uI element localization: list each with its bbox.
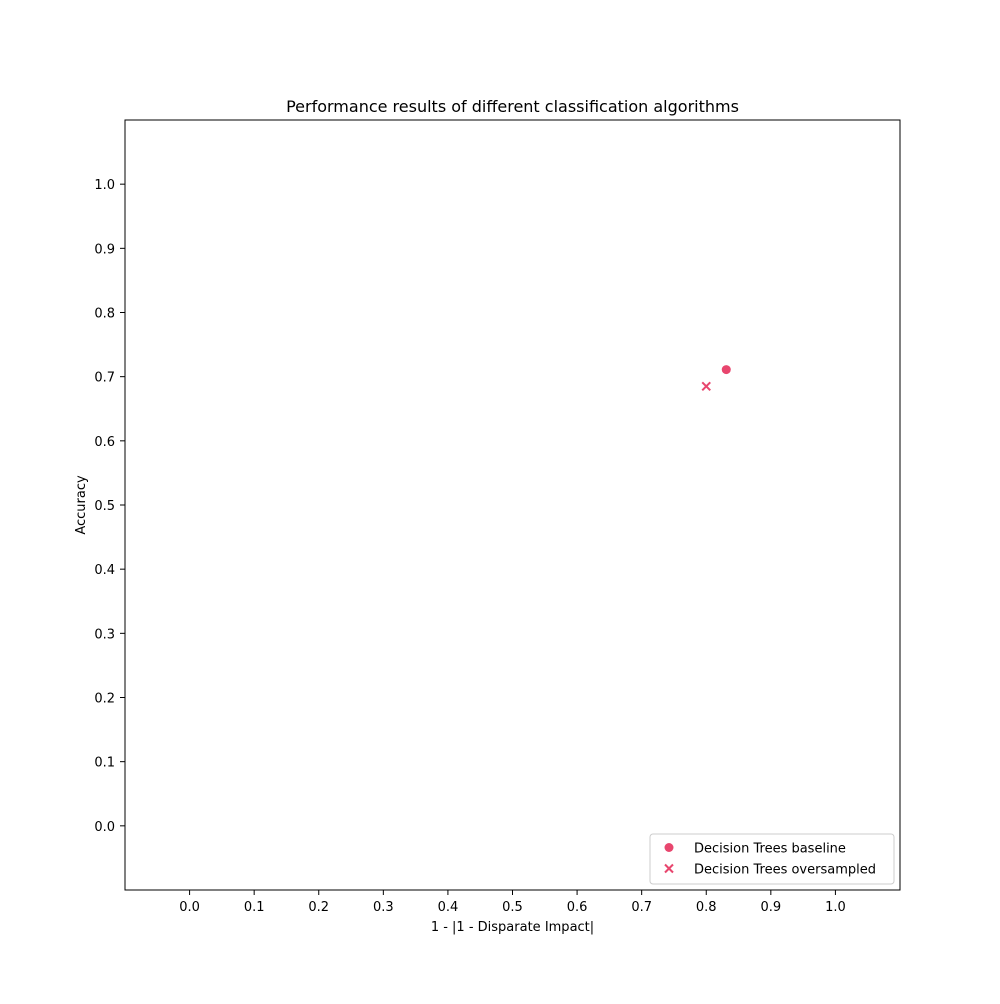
x-tick-label: 0.0 — [179, 900, 200, 915]
legend-label: Decision Trees oversampled — [694, 863, 876, 878]
x-tick-label: 0.1 — [244, 900, 265, 915]
x-tick-label: 0.9 — [760, 900, 781, 915]
x-tick-label: 0.3 — [373, 900, 394, 915]
legend-marker-stroke — [664, 863, 674, 874]
y-tick-label: 0.7 — [94, 371, 115, 386]
legend-marker — [664, 843, 674, 852]
x-axis-ticks: 0.0 0.1 0.2 0.3 0.4 0.5 0.6 0.7 0.8 0.9 1.0 — [179, 890, 846, 915]
x-tick-label: 0.8 — [696, 900, 717, 915]
y-tick-label: 0.5 — [94, 499, 115, 514]
x-tick-label: 0.5 — [502, 900, 523, 915]
data-point-x — [701, 381, 711, 391]
chart-title: Performance results of different classif… — [286, 97, 739, 116]
y-axis-ticks: 0.0 0.1 0.2 0.3 0.4 0.5 0.6 0.7 0.8 0.9 1.0 — [94, 178, 125, 835]
y-tick-label: 0.2 — [94, 692, 115, 707]
y-tick-label: 0.3 — [94, 627, 115, 642]
legend-box — [649, 833, 895, 885]
x-tick-label: 0.4 — [438, 900, 459, 915]
y-tick-label: 0.0 — [94, 820, 115, 835]
y-axis-label: Accuracy — [74, 475, 89, 535]
data-point-circle — [721, 365, 731, 375]
y-tick-label: 1.0 — [94, 178, 115, 193]
legend-label: Decision Trees baseline — [694, 842, 846, 857]
x-tick-label: 0.6 — [567, 900, 588, 915]
x-tick-label: 1.0 — [825, 900, 846, 915]
plot-area-frame — [124, 119, 901, 891]
x-tick-label: 0.7 — [631, 900, 652, 915]
y-tick-label: 0.9 — [94, 242, 115, 257]
data-points — [701, 365, 731, 391]
y-tick-label: 0.4 — [94, 563, 115, 578]
legend: Decision Trees baseline Decision Trees ov… — [649, 833, 895, 885]
x-axis-label: 1 - |1 - Disparate Impact| — [431, 920, 594, 935]
y-tick-label: 0.1 — [94, 756, 115, 771]
y-tick-label: 0.6 — [94, 435, 115, 450]
legend-marker — [664, 863, 674, 874]
x-tick-label: 0.2 — [308, 900, 329, 915]
data-point-x-stroke — [701, 381, 711, 391]
y-tick-label: 0.8 — [94, 307, 115, 322]
